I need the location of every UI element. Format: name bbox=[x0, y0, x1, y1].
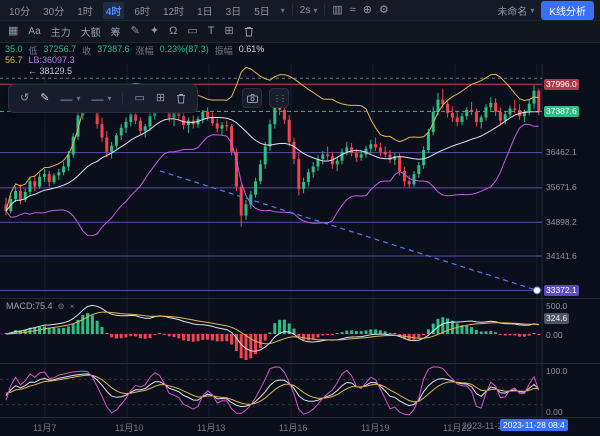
trash-icon[interactable] bbox=[176, 93, 186, 104]
price-axis-label: 36462.1 bbox=[546, 147, 577, 158]
refresh-interval-dropdown[interactable]: 2s ▾ bbox=[300, 5, 318, 16]
date-tick: 11月7 bbox=[33, 423, 57, 433]
info-segment: 振幅 bbox=[214, 46, 233, 56]
trash-icon[interactable] bbox=[244, 26, 254, 37]
top-toolbar: 10分 30分 1时 4时 6时 12时 1日 3日 5日 ▾ 2s ▾ ▥ ≈ ⊕ ⚙ 未命名… bbox=[0, 0, 600, 21]
macd-value-label: MACD:75.4 bbox=[6, 301, 53, 311]
info-segment: 0.23%(87.3) bbox=[159, 44, 209, 54]
more-timeframes-caret[interactable]: ▾ bbox=[280, 5, 285, 15]
line-style-dropdown[interactable]: — ▾ bbox=[60, 92, 80, 106]
draw-toolbar: ▦ Aa 主力 大额筹 ✎ ✦ Ω ▭ T ⊞ bbox=[0, 21, 600, 43]
pencil-icon[interactable]: ✎ bbox=[130, 25, 140, 37]
price-line-label[interactable]: 33372.1 bbox=[544, 284, 579, 296]
compare-icon[interactable]: ⊕ bbox=[362, 3, 373, 16]
kdj-axis-label: 100.0 bbox=[546, 366, 568, 376]
date-tick: 11月13 bbox=[197, 423, 226, 433]
floating-draw-toolbar: ↺ ✎ — ▾ — ▾ ▭ ⊞ bbox=[8, 84, 199, 113]
info-segment: LB:36097.3 bbox=[28, 55, 75, 65]
refresh-interval-label: 2s bbox=[299, 4, 311, 16]
draw-tool-筹[interactable]: 筹 bbox=[110, 28, 121, 39]
divider bbox=[122, 92, 124, 105]
timeframe-group: 10分 30分 1时 4时 6时 12时 1日 3日 5日 bbox=[6, 1, 273, 19]
info-segment: 35.0 bbox=[5, 44, 23, 54]
chevron-down-icon: ▾ bbox=[107, 94, 112, 103]
info-segment: 涨幅 bbox=[135, 46, 154, 56]
trendline-date-badge: 2023-11-28 08:4 bbox=[500, 419, 568, 431]
info-segment: 56.7 bbox=[5, 55, 23, 65]
price-axis-label: 35671.6 bbox=[546, 182, 577, 193]
price-axis[interactable]: 37996.0 37387.6 36462.1 35671.6 34898.2 34141… bbox=[543, 0, 600, 436]
date-axis[interactable]: 11月7 11月10 11月13 11月16 11月19 11月22 2023-11-2 20… bbox=[0, 419, 600, 436]
info-segment: 收 bbox=[82, 46, 92, 56]
kline-analysis-button[interactable]: K线分析 bbox=[541, 0, 594, 20]
timeframe-10分[interactable]: 10分 bbox=[9, 6, 31, 18]
info-segment: 低 bbox=[28, 46, 38, 56]
info-segment: 37387.6 bbox=[97, 44, 130, 54]
macd-axis-label: 0.00 bbox=[546, 330, 563, 340]
price-axis-label: 34141.6 bbox=[546, 250, 577, 261]
date-tick: 11月22 bbox=[443, 423, 472, 433]
macd-axis-label: 500.0 bbox=[546, 300, 568, 311]
boll-info-row: 56.7 LB:36097.3 bbox=[5, 55, 75, 65]
chevron-down-icon: ▾ bbox=[530, 5, 535, 15]
layout-name-label: 未命名 bbox=[497, 6, 528, 18]
close-icon[interactable]: × bbox=[69, 301, 75, 311]
price-line-label[interactable]: 37387.6 bbox=[544, 105, 579, 117]
pencil-icon[interactable]: ✎ bbox=[40, 92, 50, 104]
magic-wand-icon[interactable]: ✦ bbox=[149, 25, 160, 37]
date-tick: 11月10 bbox=[115, 423, 144, 433]
crosshair-date-gray: 2023-11-2 bbox=[462, 421, 503, 431]
rectangle-tool-icon[interactable]: ▭ bbox=[134, 92, 145, 104]
line-width-icon: — bbox=[91, 91, 104, 106]
draw-tool-主力[interactable]: 主力 bbox=[50, 28, 71, 39]
grid-tool-icon[interactable]: ⊞ bbox=[155, 92, 166, 104]
chevron-down-icon: ▾ bbox=[313, 5, 318, 15]
line-width-dropdown[interactable]: — ▾ bbox=[91, 92, 111, 106]
divider bbox=[324, 4, 326, 16]
chart-style-icon[interactable]: ▥ bbox=[332, 3, 343, 16]
macd-panel-label: MACD:75.4 ⚙ × bbox=[6, 301, 74, 311]
timeframe-12时[interactable]: 12时 bbox=[162, 6, 185, 18]
draw-tool-大额[interactable]: 大额 bbox=[80, 28, 101, 39]
settings-gear-icon[interactable]: ⚙ bbox=[379, 3, 389, 16]
info-segment: 37256.7 bbox=[43, 44, 77, 54]
timeframe-1日[interactable]: 1日 bbox=[197, 6, 213, 18]
date-tick: 11月16 bbox=[279, 423, 308, 433]
timeframe-1时[interactable]: 1时 bbox=[77, 6, 93, 18]
timeframe-3日[interactable]: 3日 bbox=[225, 6, 242, 18]
timeframe-4时[interactable]: 4时 bbox=[102, 1, 125, 19]
price-axis-label: 34898.2 bbox=[546, 216, 577, 227]
drag-handle-icon[interactable]: ⋮⋮ bbox=[269, 88, 289, 108]
timeframe-5日[interactable]: 5日 bbox=[254, 6, 270, 18]
grid-tool-icon[interactable]: ⊞ bbox=[224, 25, 234, 37]
kdj-axis-label: 0.00 bbox=[546, 407, 563, 417]
text-tool-icon[interactable]: T bbox=[207, 25, 215, 37]
date-tick: 11月19 bbox=[361, 423, 390, 433]
undo-icon[interactable]: ↺ bbox=[20, 92, 30, 104]
ohlc-info-row: 35.0 低 37256.7 收 37387.6 涨幅 0.23%(87.3) 振幅 0.61% bbox=[5, 44, 264, 57]
panel-layout-icon[interactable]: ▦ bbox=[8, 25, 19, 37]
indicator-icon[interactable]: ≈ bbox=[349, 3, 356, 16]
price-line-label[interactable]: 37996.0 bbox=[544, 78, 579, 90]
chevron-down-icon: ▾ bbox=[76, 94, 81, 103]
rectangle-tool-icon[interactable]: ▭ bbox=[187, 25, 198, 37]
draw-text-group: Aa 主力 大额筹 bbox=[28, 24, 120, 39]
timeframe-30分[interactable]: 30分 bbox=[43, 6, 65, 18]
layout-name-dropdown[interactable]: 未命名 ▾ bbox=[497, 3, 534, 18]
gear-icon[interactable]: ⚙ bbox=[57, 301, 65, 311]
timeframe-6时[interactable]: 6时 bbox=[134, 6, 150, 18]
alert-price-label[interactable]: ← 38129.5 bbox=[28, 66, 73, 77]
floating-toolbar-extras: ⋮⋮ bbox=[242, 88, 289, 108]
magnet-icon[interactable]: Ω bbox=[169, 25, 178, 37]
camera-icon[interactable] bbox=[242, 88, 262, 108]
info-segment: 0.61% bbox=[238, 44, 265, 54]
macd-value-badge: 324.6 bbox=[544, 313, 570, 325]
draw-tool-Aa[interactable]: Aa bbox=[28, 26, 41, 37]
line-style-icon: — bbox=[60, 91, 73, 106]
divider bbox=[291, 4, 293, 16]
